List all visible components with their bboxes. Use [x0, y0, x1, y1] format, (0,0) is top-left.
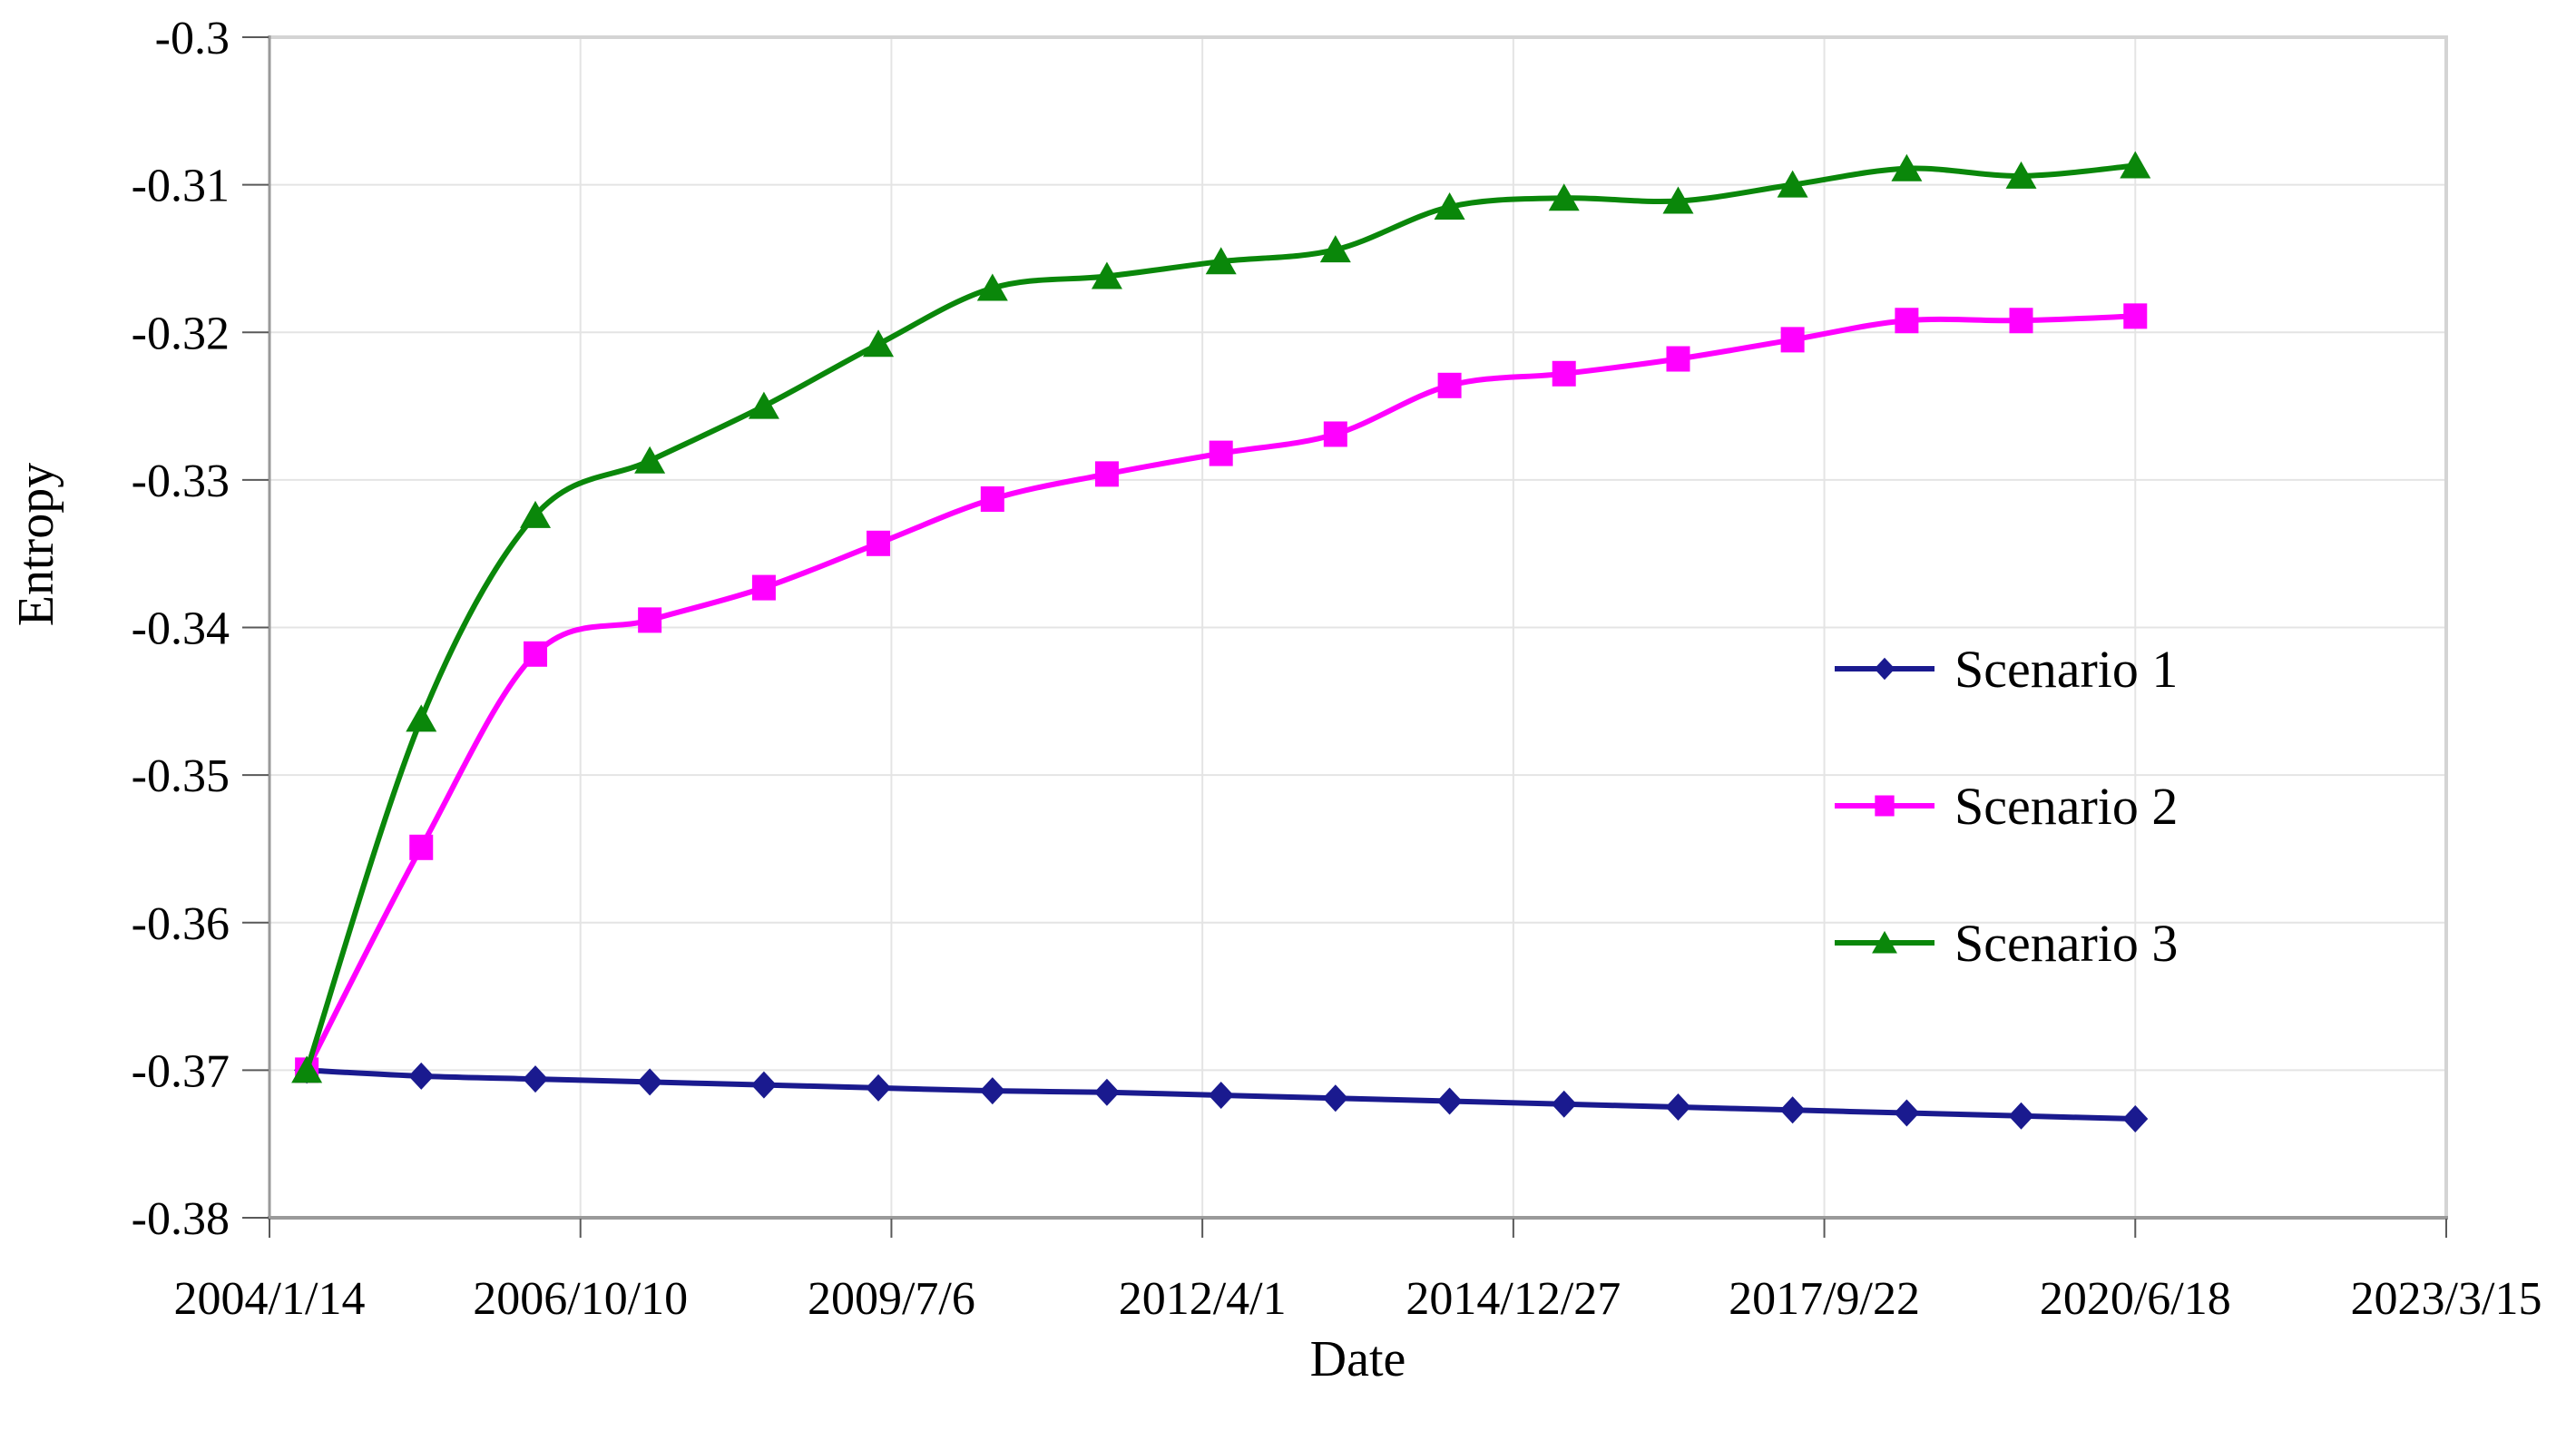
legend-marker-triangle-icon [1872, 930, 1897, 954]
data-point-marker [980, 486, 1004, 513]
legend-label: Scenario 1 [1954, 640, 2178, 699]
data-point-marker [408, 1062, 435, 1090]
legend-label: Scenario 3 [1954, 914, 2178, 973]
x-tick-label: 2012/4/1 [1119, 1273, 1287, 1325]
y-tick-label: -0.32 [132, 308, 230, 359]
data-point-marker [2008, 1102, 2034, 1130]
data-point-marker [1437, 372, 1462, 398]
data-point-marker [748, 391, 779, 419]
data-point-marker [1780, 327, 1805, 353]
legend: Scenario 1 Scenario 2 Scenario 3 [1835, 640, 2178, 973]
data-point-marker [409, 834, 434, 860]
data-point-marker [1894, 1099, 1920, 1127]
series-scenario-3 [291, 151, 2151, 1083]
data-point-marker [1322, 1084, 1348, 1112]
data-point-marker [1662, 186, 1694, 214]
data-point-marker [638, 607, 662, 633]
data-point-marker [1548, 183, 1580, 211]
data-point-marker [1209, 440, 1233, 466]
data-point-marker [976, 273, 1008, 301]
x-tick-label: 2023/3/15 [2351, 1273, 2542, 1325]
data-point-marker [1093, 1078, 1120, 1106]
data-point-marker [406, 704, 437, 732]
y-tick-label: -0.37 [132, 1045, 230, 1097]
data-point-marker [1895, 308, 1919, 334]
x-tick-label: 2020/6/18 [2040, 1273, 2231, 1325]
y-axis-title: Entropy [8, 463, 64, 626]
data-point-marker [1091, 261, 1122, 289]
gridlines [269, 37, 2446, 1218]
data-point-marker [637, 1068, 663, 1096]
y-tick-label: -0.38 [132, 1193, 230, 1245]
data-point-marker [523, 1065, 549, 1093]
data-point-marker [1551, 1090, 1577, 1118]
y-tick-label: -0.36 [132, 898, 230, 950]
x-tick-label: 2017/9/22 [1729, 1273, 1920, 1325]
legend-marker-square-icon [1875, 795, 1895, 817]
data-point-marker [750, 1071, 777, 1099]
data-point-marker [1434, 192, 1465, 221]
data-point-marker [524, 641, 548, 667]
x-tick-label: 2014/12/27 [1406, 1273, 1621, 1325]
y-tick-label: -0.31 [132, 161, 230, 212]
y-tick-label: -0.33 [132, 456, 230, 507]
legend-item-scenario-1: Scenario 1 [1835, 640, 2178, 699]
legend-label: Scenario 2 [1954, 777, 2178, 836]
data-point-marker [1779, 1096, 1806, 1124]
data-point-marker [1205, 247, 1237, 275]
data-point-marker [2009, 308, 2033, 334]
data-point-marker [1436, 1087, 1463, 1115]
y-tick-label: -0.34 [132, 603, 230, 655]
data-point-marker [520, 500, 552, 528]
data-point-marker [2123, 303, 2148, 329]
data-point-marker [867, 530, 891, 556]
data-point-marker [751, 574, 776, 601]
legend-item-scenario-3: Scenario 3 [1835, 914, 2178, 973]
data-point-marker [1552, 360, 1576, 387]
x-tick-label: 2004/1/14 [174, 1273, 366, 1325]
data-point-marker [291, 1055, 323, 1083]
legend-item-scenario-2: Scenario 2 [1835, 777, 2178, 836]
data-point-marker [1319, 235, 1351, 263]
series-scenario-1 [294, 1056, 2149, 1133]
y-tick-label: -0.35 [132, 750, 230, 802]
data-point-marker [863, 329, 895, 358]
data-point-marker [866, 1073, 892, 1102]
data-point-marker [1323, 421, 1347, 447]
data-point-marker [2005, 161, 2037, 189]
axis-ticks: -0.3 -0.31 -0.32 -0.33 -0.34 -0.35 -0.36 -0.37 -… [132, 13, 2542, 1325]
x-tick-label: 2009/7/6 [808, 1273, 975, 1325]
data-point-marker [634, 446, 666, 474]
x-axis-title: Date [1310, 1331, 1406, 1387]
data-point-marker [1777, 170, 1808, 198]
data-point-marker [1665, 1093, 1691, 1122]
x-tick-label: 2006/10/10 [473, 1273, 688, 1325]
data-point-marker [1208, 1082, 1234, 1110]
data-point-marker [1094, 461, 1119, 487]
data-point-marker [979, 1077, 1005, 1105]
data-point-marker [2120, 151, 2151, 179]
y-tick-label: -0.3 [155, 13, 230, 64]
legend-marker-diamond-icon [1874, 657, 1895, 681]
data-point-marker [1891, 153, 1923, 181]
data-point-marker [2122, 1105, 2149, 1133]
data-point-marker [1666, 346, 1690, 372]
